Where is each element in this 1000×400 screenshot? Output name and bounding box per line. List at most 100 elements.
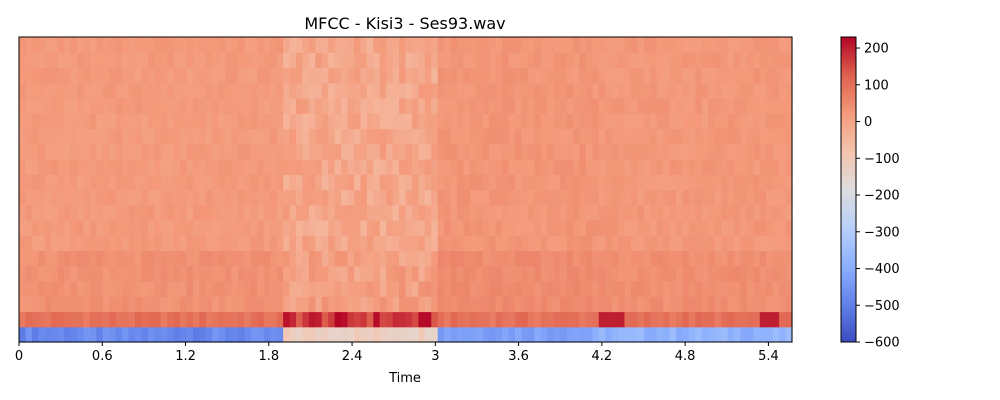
- heatmap-cell: [746, 311, 754, 328]
- heatmap-cell: [450, 265, 458, 282]
- heatmap-cell: [276, 250, 284, 267]
- heatmap-cell: [399, 37, 407, 53]
- heatmap-cell: [630, 128, 638, 145]
- heatmap-cell: [302, 296, 310, 313]
- heatmap-cell: [592, 159, 600, 175]
- heatmap-cell: [386, 52, 394, 69]
- heatmap-cell: [147, 159, 155, 175]
- heatmap-cell: [405, 265, 413, 282]
- heatmap-cell: [347, 143, 355, 160]
- heatmap-cell: [366, 37, 374, 53]
- heatmap-cell: [205, 250, 213, 267]
- heatmap-cell: [353, 143, 362, 160]
- heatmap-cell: [192, 159, 200, 175]
- heatmap-cell: [225, 67, 233, 84]
- heatmap-cell: [405, 174, 413, 191]
- heatmap-cell: [180, 296, 188, 313]
- heatmap-cell: [502, 52, 510, 69]
- heatmap-cell: [572, 159, 581, 175]
- heatmap-cell: [186, 204, 194, 221]
- heatmap-cell: [315, 37, 323, 53]
- heatmap-cell: [688, 326, 696, 343]
- heatmap-cell: [444, 189, 452, 206]
- heatmap-cell: [746, 82, 754, 99]
- heatmap-cell: [57, 326, 65, 343]
- heatmap-cell: [482, 143, 490, 160]
- heatmap-cell: [270, 82, 278, 99]
- heatmap-cell: [553, 326, 561, 343]
- heatmap-cell: [257, 281, 265, 297]
- heatmap-cell: [489, 265, 497, 282]
- heatmap-cell: [392, 67, 400, 84]
- heatmap-cell: [759, 143, 767, 160]
- heatmap-cell: [180, 82, 188, 99]
- heatmap-cell: [231, 37, 239, 53]
- heatmap-cell: [463, 98, 471, 114]
- heatmap-cell: [315, 189, 323, 206]
- heatmap-cell: [527, 250, 535, 267]
- heatmap-cell: [637, 67, 645, 84]
- heatmap-cell: [366, 250, 374, 267]
- heatmap-cell: [31, 189, 39, 206]
- heatmap-cell: [727, 220, 735, 236]
- heatmap-cell: [160, 128, 168, 145]
- heatmap-cell: [25, 52, 33, 69]
- heatmap-cell: [341, 311, 349, 328]
- heatmap-cell: [579, 326, 587, 343]
- heatmap-cell: [231, 220, 239, 236]
- heatmap-cell: [321, 113, 329, 130]
- heatmap-cell: [643, 220, 651, 236]
- heatmap-cell: [540, 67, 548, 84]
- heatmap-cell: [341, 113, 349, 130]
- heatmap-cell: [70, 143, 78, 160]
- heatmap-cell: [276, 143, 284, 160]
- heatmap-cell: [102, 159, 110, 175]
- heatmap-cell: [141, 311, 149, 328]
- heatmap-cell: [25, 174, 33, 191]
- heatmap-cell: [96, 143, 104, 160]
- heatmap-cell: [521, 235, 529, 252]
- heatmap-cell: [714, 296, 722, 313]
- heatmap-cell: [450, 67, 458, 84]
- heatmap-cell: [682, 67, 690, 84]
- heatmap-cell: [212, 128, 220, 145]
- heatmap-cell: [199, 204, 207, 221]
- heatmap-cell: [96, 37, 104, 53]
- heatmap-cell: [360, 159, 368, 175]
- heatmap-cell: [276, 296, 284, 313]
- heatmap-cell: [302, 98, 310, 114]
- heatmap-cell: [624, 296, 632, 313]
- heatmap-cell: [618, 235, 626, 252]
- heatmap-cell: [495, 311, 503, 328]
- heatmap-cell: [521, 296, 529, 313]
- heatmap-cell: [688, 174, 696, 191]
- heatmap-cell: [676, 326, 684, 343]
- heatmap-cell: [173, 82, 181, 99]
- heatmap-cell: [366, 265, 374, 282]
- heatmap-cell: [476, 113, 484, 130]
- heatmap-cell: [785, 67, 793, 84]
- heatmap-cell: [321, 250, 329, 267]
- heatmap-cell: [572, 143, 581, 160]
- heatmap-cell: [701, 82, 709, 99]
- heatmap-cell: [289, 235, 297, 252]
- heatmap-cell: [721, 296, 729, 313]
- heatmap-cell: [399, 235, 407, 252]
- heatmap-cell: [676, 98, 684, 114]
- heatmap-cell: [656, 67, 664, 84]
- heatmap-cell: [721, 67, 729, 84]
- heatmap-cell: [109, 128, 117, 145]
- heatmap-cell: [379, 67, 387, 84]
- heatmap-cell: [115, 67, 123, 84]
- heatmap-cell: [515, 128, 523, 145]
- heatmap-cell: [295, 326, 304, 343]
- heatmap-cell: [650, 174, 658, 191]
- heatmap-cell: [44, 296, 52, 313]
- heatmap-cell: [160, 37, 168, 53]
- heatmap-cell: [167, 67, 175, 84]
- heatmap-cell: [411, 204, 419, 221]
- heatmap-cell: [386, 265, 394, 282]
- heatmap-cell: [521, 52, 529, 69]
- heatmap-cell: [444, 159, 452, 175]
- heatmap-cell: [688, 296, 696, 313]
